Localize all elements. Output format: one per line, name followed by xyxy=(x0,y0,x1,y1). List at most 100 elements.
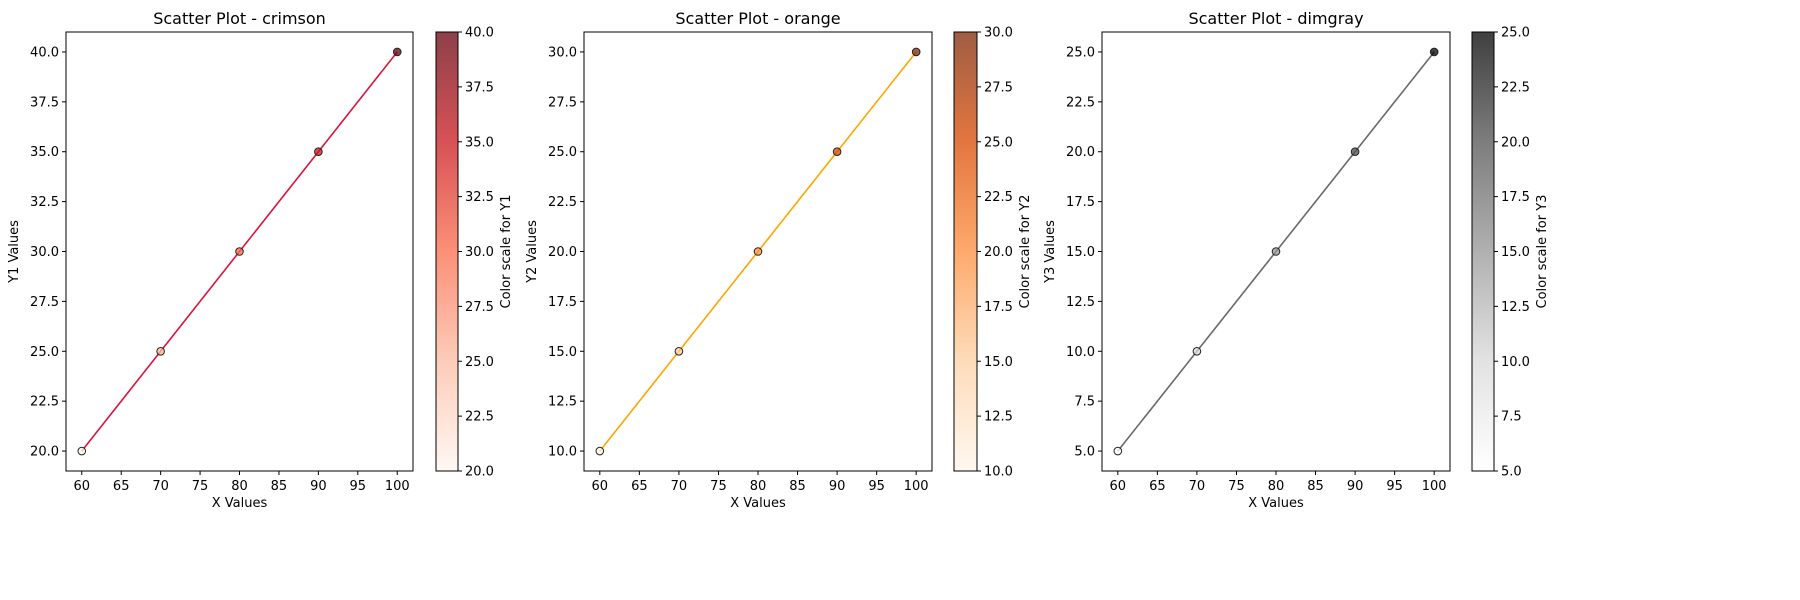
x-axis-label: X Values xyxy=(1248,496,1304,511)
data-point xyxy=(1429,47,1439,57)
y-tick-label: 37.5 xyxy=(30,95,59,110)
x-tick-label: 90 xyxy=(829,479,846,494)
x-tick-label: 75 xyxy=(192,479,209,494)
colorbar-tick-label: 10.0 xyxy=(984,465,1013,480)
colorbar-tick-label: 12.5 xyxy=(1501,300,1530,315)
colorbar-tick-label: 7.5 xyxy=(1501,410,1522,425)
x-tick-label: 95 xyxy=(350,479,367,494)
colorbar-tick-label: 5.0 xyxy=(1501,465,1522,480)
y-tick-label: 25.0 xyxy=(30,345,59,360)
y-tick-label: 27.5 xyxy=(30,295,59,310)
y-tick-label: 17.5 xyxy=(548,295,577,310)
data-point xyxy=(1271,247,1281,256)
colorbar-tick-label: 35.0 xyxy=(465,135,494,150)
x-tick-label: 65 xyxy=(1149,479,1166,494)
y-axis-label: Y2 Values xyxy=(525,220,540,284)
x-tick-label: 90 xyxy=(310,479,327,494)
y-tick-label: 20.0 xyxy=(548,245,577,260)
x-tick-label: 60 xyxy=(73,479,90,494)
colorbar-label: Color scale for Y2 xyxy=(1018,195,1033,309)
y-tick-label: 40.0 xyxy=(30,45,59,60)
x-tick-label: 85 xyxy=(271,479,288,494)
y-tick-label: 17.5 xyxy=(1066,195,1095,210)
plot-frame xyxy=(1101,31,1451,472)
x-tick-label: 75 xyxy=(1228,479,1245,494)
plot-frame xyxy=(583,31,933,472)
x-tick-label: 80 xyxy=(750,479,767,494)
y-tick-label: 15.0 xyxy=(1066,245,1095,260)
y-axis-label: Y3 Values xyxy=(1043,220,1058,284)
data-point xyxy=(1113,446,1123,456)
colorbar-tick-label: 15.0 xyxy=(984,355,1013,370)
y-tick-label: 25.0 xyxy=(548,145,577,160)
colorbar-tick-label: 25.0 xyxy=(465,355,494,370)
plot-frame xyxy=(65,31,414,472)
y-tick-label: 30.0 xyxy=(548,45,577,60)
colorbar xyxy=(953,31,978,472)
x-tick-label: 65 xyxy=(113,479,130,494)
x-tick-label: 70 xyxy=(1189,479,1206,494)
colorbar-tick-label: 32.5 xyxy=(465,190,494,205)
y-tick-label: 35.0 xyxy=(30,145,59,160)
data-point xyxy=(595,446,605,456)
y-tick-label: 15.0 xyxy=(548,345,577,360)
y-tick-label: 32.5 xyxy=(30,195,59,210)
x-tick-label: 100 xyxy=(904,479,929,494)
y-tick-label: 12.5 xyxy=(1066,295,1095,310)
x-axis-label: X Values xyxy=(730,496,786,511)
data-point xyxy=(156,346,165,356)
colorbar-tick-label: 17.5 xyxy=(984,300,1013,315)
x-axis-label: X Values xyxy=(212,496,268,511)
x-tick-label: 90 xyxy=(1347,479,1364,494)
data-point xyxy=(753,247,763,256)
colorbar-tick-label: 20.0 xyxy=(465,465,494,480)
y-axis-label: Y1 Values xyxy=(7,220,22,284)
colorbar xyxy=(435,31,459,472)
x-tick-label: 95 xyxy=(868,479,885,494)
colorbar-tick-label: 25.0 xyxy=(1501,26,1530,41)
colorbar-tick-label: 22.5 xyxy=(1501,80,1530,95)
data-point xyxy=(235,247,244,256)
y-tick-label: 27.5 xyxy=(548,95,577,110)
y-tick-label: 30.0 xyxy=(30,245,59,260)
x-tick-label: 80 xyxy=(1268,479,1285,494)
y-tick-label: 22.5 xyxy=(30,395,59,410)
y-tick-label: 10.0 xyxy=(548,445,577,460)
colorbar-tick-label: 20.0 xyxy=(984,245,1013,260)
colorbar-tick-label: 20.0 xyxy=(1501,135,1530,150)
chart-title: Scatter Plot - dimgray xyxy=(1188,9,1363,28)
colorbar-tick-label: 12.5 xyxy=(984,410,1013,425)
colorbar-tick-label: 22.5 xyxy=(984,190,1013,205)
x-tick-label: 70 xyxy=(671,479,688,494)
colorbar-tick-label: 40.0 xyxy=(465,26,494,41)
data-point xyxy=(314,147,323,157)
y-tick-label: 10.0 xyxy=(1066,345,1095,360)
y-tick-label: 22.5 xyxy=(1066,95,1095,110)
chart-title: Scatter Plot - orange xyxy=(675,9,840,28)
colorbar-label: Color scale for Y3 xyxy=(1535,195,1550,309)
x-tick-label: 100 xyxy=(385,479,410,494)
x-tick-label: 60 xyxy=(1110,479,1127,494)
data-point xyxy=(832,147,842,157)
x-tick-label: 75 xyxy=(710,479,727,494)
data-point xyxy=(674,346,684,356)
y-tick-label: 20.0 xyxy=(30,445,59,460)
colorbar-tick-label: 25.0 xyxy=(984,135,1013,150)
colorbar-tick-label: 17.5 xyxy=(1501,190,1530,205)
y-tick-label: 20.0 xyxy=(1066,145,1095,160)
colorbar-tick-label: 37.5 xyxy=(465,80,494,95)
chart-panel-1: Scatter Plot - crimson 60 65 70 75 80 85 90 95 10… xyxy=(7,9,514,511)
y-tick-label: 5.0 xyxy=(1074,445,1095,460)
data-point xyxy=(911,47,921,57)
chart-title: Scatter Plot - crimson xyxy=(153,9,326,28)
y-tick-label: 12.5 xyxy=(548,395,577,410)
x-tick-label: 70 xyxy=(152,479,169,494)
colorbar-tick-label: 22.5 xyxy=(465,410,494,425)
data-point xyxy=(1350,147,1360,157)
x-tick-label: 65 xyxy=(631,479,648,494)
y-tick-label: 25.0 xyxy=(1066,45,1095,60)
colorbar-tick-label: 27.5 xyxy=(984,80,1013,95)
colorbar-tick-label: 30.0 xyxy=(984,26,1013,41)
colorbar-tick-label: 30.0 xyxy=(465,245,494,260)
